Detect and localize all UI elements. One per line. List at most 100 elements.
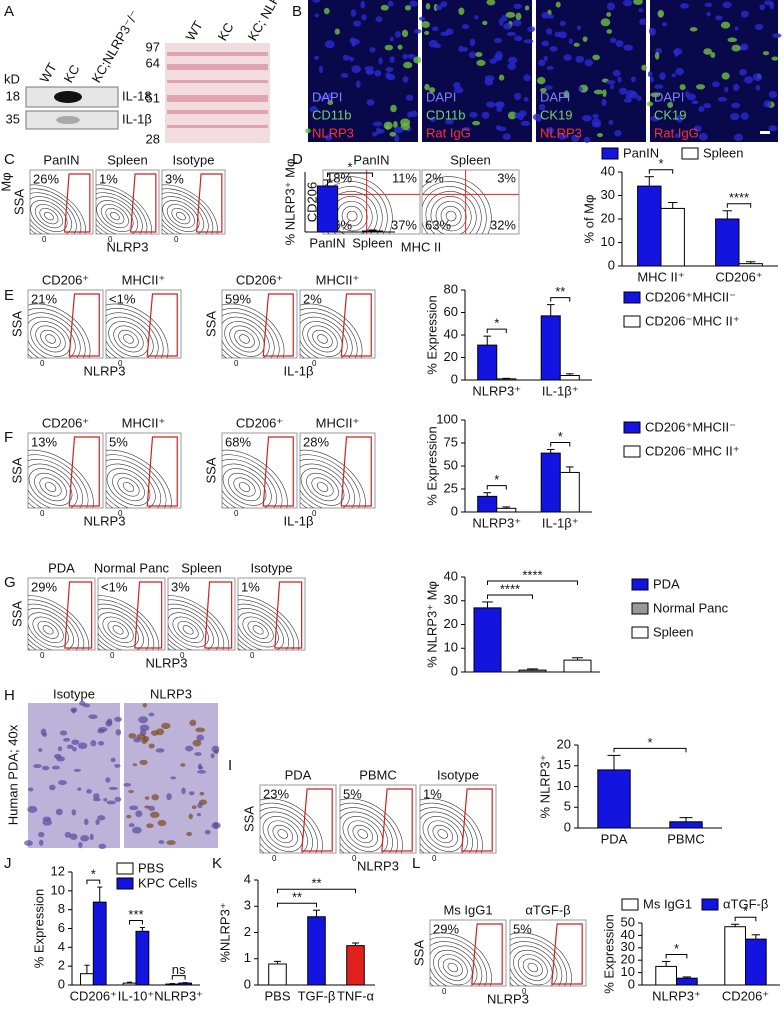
nucleus (703, 48, 712, 55)
sig-bracket (486, 328, 507, 334)
bar (715, 218, 740, 267)
flow-frame (259, 784, 337, 854)
contours (222, 449, 288, 508)
contour (267, 820, 298, 848)
sig-bracket (487, 580, 578, 585)
nucleus (444, 119, 454, 125)
nucleus (445, 28, 454, 35)
cell (188, 791, 195, 796)
ponceau-band (167, 52, 268, 56)
contour (28, 449, 94, 508)
contour (238, 608, 284, 650)
kd-marker: 18 (6, 88, 20, 103)
contour (229, 325, 260, 353)
panel-label: K (212, 855, 222, 872)
contour (422, 176, 492, 234)
flow-frame (27, 577, 96, 651)
x-tick-label: PBS (264, 988, 290, 1003)
legend-swatch (621, 898, 639, 911)
cell (149, 811, 160, 818)
lane-label: KC;NLRP3⁻/⁻ (89, 8, 142, 86)
nucleus (454, 86, 464, 94)
nucleus (440, 1, 448, 8)
nucleus (314, 55, 320, 60)
y-tick-label: 0 (608, 257, 615, 272)
contour (430, 932, 492, 986)
y-tick-label: 10 (557, 778, 571, 793)
contour (96, 200, 134, 233)
nucleus (578, 86, 583, 92)
stain-label: CK19 (540, 107, 573, 122)
contour (28, 303, 91, 358)
contour (168, 595, 230, 650)
flow-y-label: CD206 (304, 182, 319, 222)
x-tick-label: IL-1β⁺ (542, 383, 579, 398)
stain-label: NLRP3 (540, 125, 582, 140)
bar (637, 185, 662, 267)
nucleus (541, 40, 550, 47)
contour (35, 325, 66, 353)
bar (477, 344, 498, 381)
nucleus (355, 80, 361, 89)
flow-y-label: SSA (203, 311, 218, 337)
contour (42, 625, 54, 635)
sig-label: ns (172, 962, 186, 977)
sig-label: * (347, 159, 352, 174)
cell (123, 782, 132, 787)
legend-label: CD206⁺MHCII⁻ (645, 419, 736, 434)
cell (73, 768, 81, 772)
contour (252, 625, 264, 635)
quadrant-percent: 63% (425, 217, 451, 232)
legend-label: CD206⁻MHC II⁺ (645, 313, 740, 328)
contour (238, 603, 289, 650)
gate-percent: 1% (241, 579, 260, 594)
cell (49, 784, 56, 791)
contour (171, 207, 191, 225)
nucleus (312, 0, 321, 3)
contours (168, 595, 230, 650)
nucleus (541, 11, 550, 19)
nucleus (543, 55, 549, 62)
cell (188, 813, 193, 820)
contours (422, 176, 492, 234)
nucleus (630, 76, 636, 83)
flow-title: Spleen (450, 152, 490, 167)
cell (114, 763, 121, 768)
contour (306, 472, 339, 502)
nucleus (342, 54, 350, 61)
sig-label: * (647, 735, 652, 750)
contour (300, 316, 348, 358)
cell (195, 727, 206, 733)
gate-percent: 21% (31, 291, 57, 306)
nucleus (740, 10, 749, 18)
nucleus (755, 84, 761, 91)
nucleus (591, 118, 601, 127)
contour (420, 798, 483, 853)
contour (307, 325, 338, 353)
x-tick-label: TGF-β (298, 988, 336, 1003)
nucleus (539, 103, 546, 111)
nucleus (650, 115, 660, 122)
flow-x-label: MHC II (401, 239, 441, 254)
bar (346, 945, 365, 986)
population-label: Mφ (0, 172, 13, 191)
nucleus (771, 56, 779, 61)
nucleus (754, 23, 764, 30)
contour (28, 316, 76, 358)
contour (311, 477, 334, 497)
lane-label: KC (215, 20, 237, 43)
y-axis-label: % NLRP3⁺ Mφ (282, 159, 297, 246)
contour (340, 798, 403, 853)
y-tick-label: 30 (444, 592, 458, 607)
nucleus (563, 54, 572, 61)
cell (128, 789, 134, 794)
flow-title: Isotype (437, 767, 479, 782)
cell (92, 798, 102, 802)
ponceau-marker: 51 (146, 90, 160, 105)
contour (238, 595, 300, 650)
panel-label: I (228, 757, 232, 774)
cell (189, 719, 197, 727)
legend-swatch (116, 862, 134, 875)
nucleus (568, 38, 574, 44)
cell (40, 728, 47, 736)
